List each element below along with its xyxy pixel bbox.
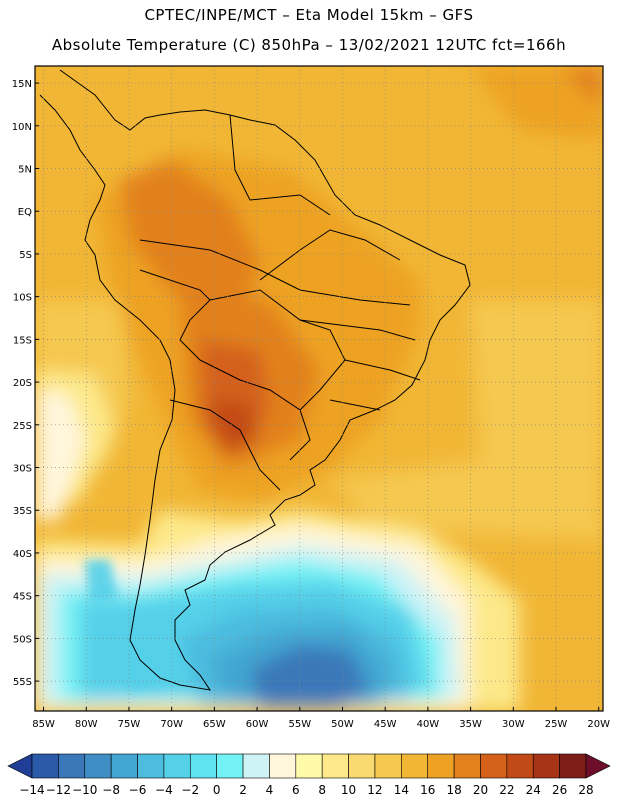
lon-label: 65W (203, 719, 226, 730)
map-frame (34, 65, 604, 712)
latitude-labels: 15N 10N 5N EQ 5S 10S 15S 20S 25S 30S 35S 40S 45S 50S 5… (12, 79, 32, 688)
colorbar-cell (163, 753, 191, 779)
colorbar-cell (506, 753, 534, 779)
colorbar-cell (189, 753, 217, 779)
lat-label: 25S (13, 421, 32, 432)
colorbar-cell (31, 753, 59, 779)
lon-label: 55W (288, 719, 311, 730)
graticule (35, 66, 603, 711)
lat-label: 15N (12, 79, 32, 90)
colorbar-cell (137, 753, 165, 779)
lon-label: 60W (246, 719, 269, 730)
color-scale-bar (7, 753, 611, 779)
chart-title: CPTEC/INPE/MCT – Eta Model 15km – GFS (144, 6, 474, 24)
coastline (39, 69, 471, 691)
colorbar-label: 26 (552, 783, 567, 797)
colorbar-label: 2 (239, 783, 247, 797)
colorbar-label: 14 (394, 783, 409, 797)
lat-label: 5N (18, 165, 32, 176)
colorbar-label: −10 (72, 783, 97, 797)
longitude-labels: 85W 80W 75W 70W 65W 60W 55W 50W 45W 40W 35W 30W 25W 2… (32, 719, 610, 730)
lat-label: 20S (13, 378, 32, 389)
temperature-field (35, 66, 603, 711)
colorbar-label: −2 (181, 783, 199, 797)
lat-label: 45S (13, 592, 32, 603)
lon-label: 85W (32, 719, 55, 730)
lon-label: 35W (459, 719, 482, 730)
colorbar-cell (110, 753, 138, 779)
colorbar-arrow-high (585, 753, 611, 779)
lon-label: 45W (374, 719, 397, 730)
colorbar-cell (453, 753, 481, 779)
lon-label: 75W (118, 719, 141, 730)
lat-label: 10S (13, 293, 32, 304)
colorbar-label: −12 (46, 783, 71, 797)
lat-label: 40S (13, 549, 32, 560)
colorbar-cell (216, 753, 244, 779)
colorbar-cell (401, 753, 429, 779)
lat-label: 15S (13, 335, 32, 346)
colorbar-label: 6 (292, 783, 300, 797)
colorbar-cell (427, 753, 455, 779)
lat-label: EQ (18, 207, 32, 218)
lon-label: 40W (417, 719, 440, 730)
colorbar-label: 8 (318, 783, 326, 797)
lon-label: 20W (587, 719, 610, 730)
colorbar-label: 18 (446, 783, 461, 797)
colorbar-label: 16 (420, 783, 435, 797)
colorbar-cell (58, 753, 86, 779)
colorbar-label: 22 (499, 783, 514, 797)
colorbar-cell (269, 753, 297, 779)
colorbar-arrow-low (7, 753, 33, 779)
lat-label: 55S (13, 677, 32, 688)
colorbar-label: 20 (473, 783, 488, 797)
lon-label: 50W (331, 719, 354, 730)
colorbar-label: −6 (129, 783, 147, 797)
colorbar-cell (84, 753, 112, 779)
lat-label: 50S (13, 634, 32, 645)
lat-label: 5S (19, 250, 32, 261)
colorbar-cell (242, 753, 270, 779)
colorbar-cell (321, 753, 349, 779)
lat-label: 10N (12, 122, 32, 133)
colorbar-label: 10 (341, 783, 356, 797)
lon-label: 25W (545, 719, 568, 730)
colorbar-label: 0 (213, 783, 221, 797)
lon-label: 80W (75, 719, 98, 730)
lon-label: 30W (502, 719, 525, 730)
colorbar-cell (559, 753, 587, 779)
color-scale-labels: −14 −12 −10 −8 −6 −4 −2 0 2 4 6 8 10 12 14 16 18 20 22 24 26… (19, 783, 593, 797)
colorbar-cell (374, 753, 402, 779)
colorbar-cell (532, 753, 560, 779)
chart-subtitle: Absolute Temperature (C) 850hPa – 13/02/… (51, 36, 567, 54)
colorbar-label: 12 (367, 783, 382, 797)
lat-label: 35S (13, 506, 32, 517)
colorbar-label: −8 (102, 783, 120, 797)
colorbar-cell (348, 753, 376, 779)
colorbar-label: −14 (19, 783, 44, 797)
colorbar-label: 28 (578, 783, 593, 797)
lon-label: 70W (160, 719, 183, 730)
colorbar-label: 24 (526, 783, 541, 797)
colorbar-cell (480, 753, 508, 779)
colorbar-cell (295, 753, 323, 779)
lat-label: 30S (13, 464, 32, 475)
colorbar-label: 4 (266, 783, 274, 797)
colorbar-label: −4 (155, 783, 173, 797)
